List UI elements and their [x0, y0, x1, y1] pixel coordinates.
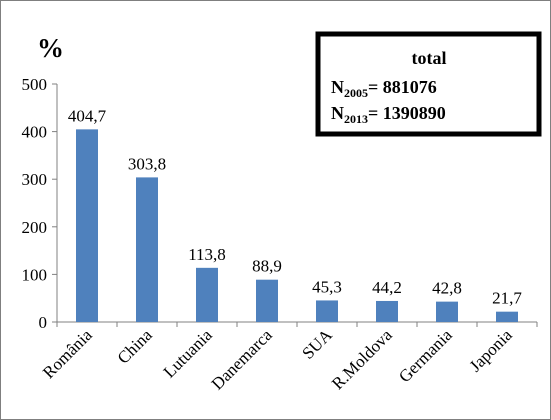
category-label: Lutuania — [160, 325, 216, 381]
category-label: SUA — [298, 325, 336, 363]
bar-china — [136, 177, 158, 322]
category-label: R.Moldova — [328, 325, 396, 393]
value-label: 42,8 — [432, 279, 462, 298]
annotation-box-border — [315, 31, 542, 137]
value-label: 21,7 — [492, 289, 522, 308]
value-label: 44,2 — [372, 278, 402, 297]
category-label: Germania — [395, 325, 456, 386]
y-tick-label: 300 — [22, 170, 48, 189]
bar-lutuania — [196, 267, 218, 322]
annotation-title: total — [412, 48, 447, 68]
category-label: România — [39, 325, 96, 382]
annotation-n-2013: N — [331, 103, 344, 123]
bar-rom-nia — [76, 129, 98, 322]
value-label: 45,3 — [312, 277, 342, 296]
value-label: 404,7 — [68, 106, 107, 125]
y-tick-label: 400 — [22, 123, 48, 142]
bar-germania — [436, 301, 458, 322]
bar-r-moldova — [376, 300, 398, 322]
category-label: Japonia — [466, 325, 516, 375]
y-tick-label: 100 — [22, 265, 48, 284]
y-axis-unit-label: % — [37, 33, 64, 63]
annotation-line-2013: N2013= 1390890 — [331, 103, 446, 126]
annotation-line-2005: N2005= 881076 — [331, 77, 437, 100]
value-label: 113,8 — [188, 245, 226, 264]
category-label: Danemarca — [208, 325, 276, 393]
y-tick-label: 500 — [22, 75, 48, 94]
category-label: China — [114, 325, 156, 367]
y-tick-label: 200 — [22, 218, 48, 237]
value-label: 88,9 — [252, 257, 282, 276]
annotation-val-2005: = 881076 — [368, 77, 437, 97]
value-label: 303,8 — [128, 154, 166, 173]
annotation-n-2005: N — [331, 77, 344, 97]
bars — [76, 129, 518, 322]
annotation-sub-2013: 2013 — [344, 112, 368, 126]
bar-danemarca — [256, 279, 278, 322]
y-axis: 0 100 200 300 400 500 — [22, 75, 58, 332]
totals-annotation-box: total N2005= 881076 N2013= 1390890 — [315, 31, 542, 137]
value-labels: 404,7 303,8 113,8 88,9 45,3 44,2 42,8 21,7 — [68, 106, 523, 307]
x-axis — [56, 321, 538, 327]
y-tick-label: 0 — [39, 313, 48, 332]
bar-japonia — [496, 311, 518, 322]
annotation-val-2013: = 1390890 — [368, 103, 446, 123]
annotation-sub-2005: 2005 — [344, 86, 368, 100]
bar-sua — [316, 300, 338, 322]
